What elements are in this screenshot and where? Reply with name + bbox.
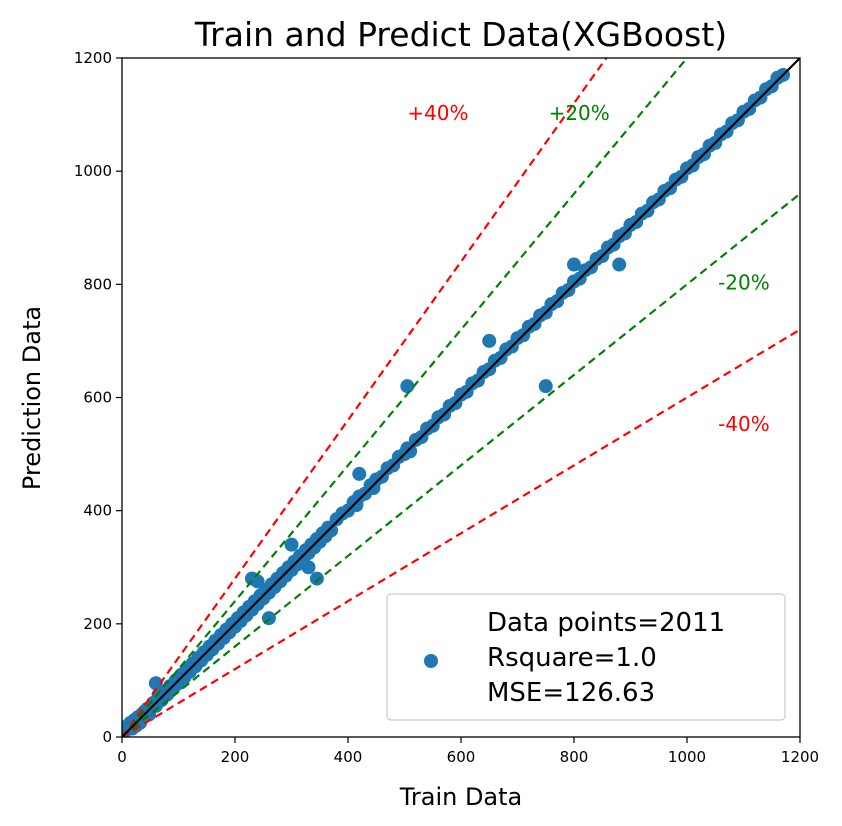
chart-title: Train and Predict Data(XGBoost) [194, 15, 727, 54]
legend-marker [424, 654, 438, 668]
data-point [309, 571, 324, 586]
data-point [403, 444, 418, 459]
legend-line-1: Data points=2011 [487, 608, 725, 638]
annotation-label: +40% [407, 101, 468, 125]
x-tick-label: 400 [334, 748, 363, 766]
annotation-label: +20% [549, 101, 610, 125]
annotation-label: -20% [718, 271, 770, 295]
x-tick-label: 200 [221, 748, 250, 766]
plot-area [122, 58, 800, 737]
x-axis-title: Train Data [399, 783, 523, 811]
ref-line-minus20pct [122, 192, 800, 737]
x-tick-label: 1200 [781, 748, 819, 766]
x-tick-label: 0 [117, 748, 127, 766]
data-point [567, 257, 581, 272]
data-point [612, 257, 627, 272]
data-point [324, 523, 339, 538]
ref-line-plus20pct [122, 58, 689, 737]
legend-line-2: Rsquare=1.0 [487, 643, 657, 673]
data-point [148, 676, 163, 691]
annotation-label: -40% [718, 412, 770, 436]
x-tick-label: 600 [447, 748, 476, 766]
legend-line-3: MSE=126.63 [487, 678, 655, 708]
identity-line [122, 58, 800, 737]
ref-line-minus40pct [122, 328, 800, 737]
axes: 0 200 400 600 800 1000 1200 0 200 400 600 800 1000 12… [74, 49, 819, 766]
data-point [352, 466, 367, 481]
data-point [400, 379, 415, 394]
x-tick-label: 1000 [668, 748, 706, 766]
data-point [482, 333, 497, 348]
data-point [301, 560, 316, 575]
x-tick-label: 800 [560, 748, 589, 766]
y-tick-label: 0 [102, 728, 112, 746]
legend-box [386, 593, 786, 721]
y-tick-label: 600 [83, 389, 112, 407]
y-tick-label: 200 [83, 615, 112, 633]
data-point [284, 537, 299, 552]
y-tick-label: 400 [83, 502, 112, 520]
y-tick-label: 1000 [74, 162, 112, 180]
y-axis-title: Prediction Data [18, 306, 46, 490]
y-tick-label: 1200 [74, 49, 112, 67]
data-point [538, 379, 553, 394]
legend: Data points=2011 Rsquare=1.0 MSE=126.63 [386, 593, 786, 721]
y-tick-label: 800 [83, 275, 112, 293]
